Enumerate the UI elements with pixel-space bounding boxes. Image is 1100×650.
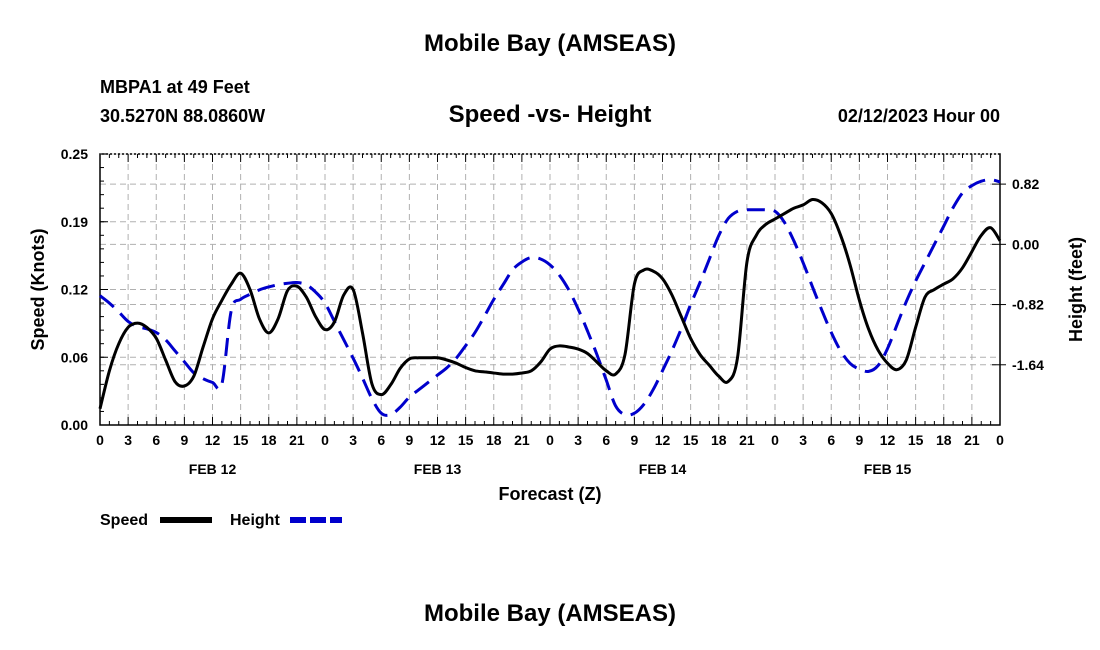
x-axis-title: Forecast (Z)	[498, 484, 601, 504]
chart-subtitle: Speed -vs- Height	[448, 101, 652, 128]
y2-tick-label: -0.82	[1012, 297, 1044, 313]
speed-series-line	[98, 197, 1002, 410]
x-tick-label: 9	[180, 432, 188, 448]
x-tick-label: 15	[683, 432, 699, 448]
x-tick-label: 15	[458, 432, 474, 448]
x-tick-label: 0	[96, 432, 104, 448]
axis-labels: 0 3 6 9 12 15 18 21 0 3 6 9 12 15 18 21 0 3 6 9 12 15 18 21 0 3 6 9…	[28, 146, 1086, 504]
height-series-line	[99, 178, 1001, 417]
y-axis-title: Speed (Knots)	[28, 228, 48, 350]
x-tick-label: 3	[799, 432, 807, 448]
station-coords: 30.5270N 88.0860W	[100, 106, 266, 126]
axis-ticks	[99, 153, 1006, 426]
x-tick-label: 12	[205, 432, 221, 448]
x-tick-label: 9	[630, 432, 638, 448]
footer-title: Mobile Bay (AMSEAS)	[423, 600, 677, 627]
y-tick-label: 0.06	[61, 349, 88, 365]
x-tick-label: 3	[574, 432, 582, 448]
x-tick-label: 18	[711, 432, 727, 448]
x-tick-label: 0	[771, 432, 779, 448]
y2-axis-title: Height (feet)	[1066, 237, 1086, 342]
x-tick-label: 21	[514, 432, 530, 448]
x-tick-label: 0	[996, 432, 1004, 448]
y2-tick-label: -1.64	[1012, 357, 1044, 373]
y2-tick-label: 0.00	[1012, 236, 1039, 252]
y-tick-label: 0.25	[61, 146, 88, 162]
x-tick-label: 0	[546, 432, 554, 448]
station-label: MBPA1 at 49 Feet	[100, 77, 250, 97]
chart-main-title: Mobile Bay (AMSEAS)	[423, 30, 677, 57]
forecast-datetime: 02/12/2023 Hour 00	[837, 106, 1000, 126]
x-tick-label: 6	[377, 432, 385, 448]
series-lines	[98, 178, 1002, 417]
x-tick-label: 18	[486, 432, 502, 448]
x-tick-label: 21	[289, 432, 305, 448]
x-tick-label: 21	[964, 432, 980, 448]
y-tick-label: 0.12	[61, 282, 88, 298]
y2-tick-label: 0.82	[1012, 176, 1039, 192]
x-tick-label: 21	[739, 432, 755, 448]
x-tick-label: 6	[602, 432, 610, 448]
grid-lines	[100, 154, 1000, 425]
x-tick-label: 9	[855, 432, 863, 448]
x-tick-label: 3	[124, 432, 132, 448]
x-tick-label: 18	[936, 432, 952, 448]
chart-legend: Speed Height	[100, 512, 342, 529]
x-tick-label: 9	[405, 432, 413, 448]
x-tick-label: 12	[655, 432, 671, 448]
date-label: FEB 12	[189, 461, 237, 477]
x-tick-label: 6	[152, 432, 160, 448]
x-tick-label: 18	[261, 432, 277, 448]
x-tick-label: 15	[233, 432, 249, 448]
date-label: FEB 13	[414, 461, 462, 477]
x-tick-label: 12	[880, 432, 896, 448]
x-tick-label: 15	[908, 432, 924, 448]
y-tick-label: 0.00	[61, 417, 88, 433]
date-label: FEB 15	[864, 461, 912, 477]
x-tick-label: 6	[827, 432, 835, 448]
x-tick-label: 12	[430, 432, 446, 448]
x-tick-label: 3	[349, 432, 357, 448]
x-tick-label: 0	[321, 432, 329, 448]
date-label: FEB 14	[639, 461, 687, 477]
legend-label-speed: Speed	[100, 512, 148, 529]
y-tick-label: 0.19	[61, 214, 88, 230]
legend-label-height: Height	[230, 512, 280, 529]
